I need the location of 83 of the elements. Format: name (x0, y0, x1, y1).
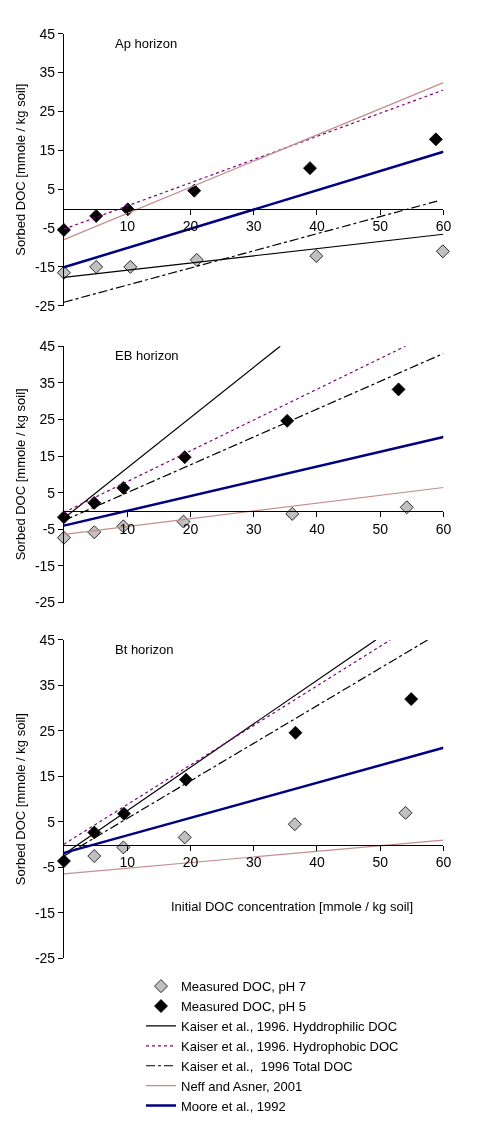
point (116, 840, 131, 855)
point (89, 209, 104, 223)
y-tick-label: 15 (39, 768, 56, 785)
point (87, 849, 102, 863)
y-tick-label: -15 (34, 904, 56, 921)
point (404, 692, 419, 707)
legend-label: Kaiser et al., 1996. Hyddrophilic DOC (181, 1019, 398, 1035)
point (399, 500, 414, 515)
y-tick-label: -25 (34, 950, 56, 967)
y-tick-label: 25 (39, 103, 56, 120)
y-tick-label: 5 (47, 181, 56, 198)
y-tick-label: 25 (39, 411, 56, 428)
y-tick-label: -15 (34, 258, 56, 275)
y-tick-label: 35 (39, 677, 56, 694)
point (177, 830, 192, 845)
y-tick-label: 45 (39, 338, 56, 355)
point (57, 854, 71, 868)
legend-label: Moore et al., 1992 (181, 1098, 286, 1114)
y-tick-label: 25 (39, 722, 56, 739)
point (57, 265, 71, 280)
x-tick-label: 60 (435, 854, 452, 871)
y-tick-label: -25 (34, 297, 56, 314)
x-tick-label: 30 (245, 218, 262, 235)
point (309, 249, 324, 263)
point (287, 817, 302, 832)
x-tick-label: 50 (372, 854, 389, 871)
point (177, 450, 192, 465)
chart-title: Ap horizon (115, 36, 178, 51)
y-axis-title: Sorbed DOC [mmole / kg soil] (12, 83, 28, 256)
x-tick-label: 60 (435, 218, 452, 235)
point (89, 259, 104, 274)
y-tick-label: 15 (39, 447, 56, 464)
point (435, 244, 450, 259)
x-tick-label: 20 (182, 520, 199, 537)
x-tick-label: 50 (372, 218, 389, 235)
y-tick-label: 35 (39, 64, 56, 81)
point (280, 413, 295, 428)
x-axis-title: Initial DOC concentration [mmole / kg soil] (171, 899, 414, 914)
x-tick-label: 10 (119, 218, 136, 235)
y-axis-title: Sorbed DOC [mmole / kg soil] (12, 388, 28, 561)
point (285, 506, 300, 521)
y-tick-label: -25 (34, 594, 56, 611)
chart-title: EB horizon (115, 348, 179, 363)
x-tick-label: 10 (119, 854, 136, 871)
point (303, 161, 317, 176)
chart-title: Bt horizon (115, 642, 174, 657)
y-tick-label: 35 (39, 374, 56, 391)
x-tick-label: 30 (245, 854, 262, 871)
point (87, 496, 102, 510)
y-tick-label: -15 (34, 557, 56, 574)
y-tick-label: 5 (47, 484, 56, 501)
legend-label: Measured DOC, pH 7 (181, 979, 306, 995)
legend-label: Neff and Asner, 2001 (181, 1078, 303, 1094)
point (391, 382, 406, 397)
point (187, 183, 202, 198)
legend-label: Kaiser et al., 1996 Total DOC (181, 1058, 353, 1074)
point (398, 805, 413, 820)
y-tick-label: 5 (47, 813, 56, 830)
y-tick-label: 45 (39, 25, 56, 42)
x-tick-label: 40 (309, 218, 325, 235)
point (87, 825, 102, 840)
x-tick-label: 30 (245, 520, 262, 537)
y-axis-title: Sorbed DOC [mmole / kg soil] (12, 713, 28, 886)
point (428, 132, 443, 147)
y-tick-label: -5 (42, 859, 56, 876)
legend-label: Measured DOC, pH 5 (181, 999, 306, 1015)
x-tick-label: 40 (309, 854, 325, 871)
point (57, 530, 71, 545)
x-tick-label: 20 (182, 854, 199, 871)
y-tick-label: -5 (42, 219, 56, 236)
point (116, 480, 131, 495)
point (288, 725, 303, 740)
x-tick-label: 60 (435, 520, 452, 537)
point (57, 223, 71, 237)
legend-label: Kaiser et al., 1996. Hydrophobic DOC (181, 1038, 399, 1054)
y-tick-label: 45 (39, 631, 56, 648)
y-tick-label: 15 (39, 142, 56, 159)
x-tick-label: 10 (119, 520, 136, 537)
y-tick-label: -5 (42, 521, 56, 538)
x-tick-label: 40 (309, 520, 325, 537)
point (179, 772, 193, 787)
x-tick-label: 50 (372, 520, 389, 537)
point (117, 806, 131, 821)
